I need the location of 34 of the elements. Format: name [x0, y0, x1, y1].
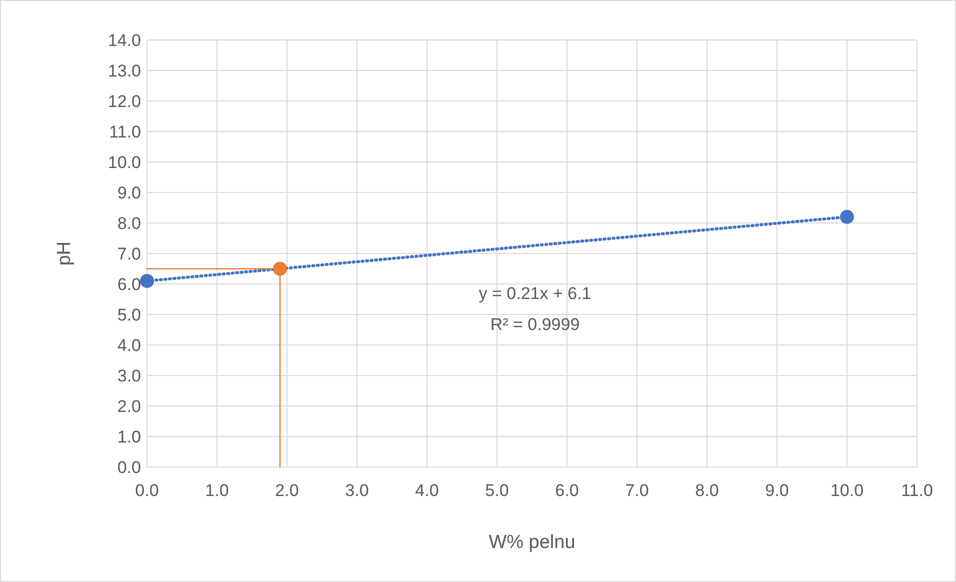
y-tick-label: 13.0 [108, 62, 141, 80]
x-tick-label: 4.0 [415, 481, 439, 500]
x-tick-label: 3.0 [345, 481, 369, 500]
point [140, 274, 154, 288]
y-tick-label: 6.0 [117, 275, 141, 294]
y-tick-label: 4.0 [117, 336, 141, 355]
x-tick-label: 11.0 [901, 481, 933, 500]
point [840, 210, 854, 224]
x-tick-label: 10.0 [830, 481, 864, 500]
point [273, 262, 287, 276]
x-tick-label: 0.0 [135, 481, 159, 500]
y-tick-label: 8.0 [117, 214, 141, 233]
x-axis-title: W% pelnu [488, 532, 576, 553]
x-tick-label: 8.0 [695, 481, 719, 500]
y-axis-title: pH [54, 241, 75, 266]
y-tick-label: 9.0 [117, 184, 141, 202]
y-tick-label: 3.0 [117, 366, 141, 386]
y-tick-label: 1.0 [117, 428, 141, 446]
y-tick-label: 7.0 [117, 244, 141, 264]
y-tick-label: 12.0 [108, 92, 141, 111]
y-tick-label: 11.0 [109, 122, 141, 142]
x-tick-label: 7.0 [625, 481, 649, 500]
x-tick-label: 1.0 [205, 481, 229, 500]
y-tick-label: 2.0 [117, 397, 141, 416]
y-tick-label: 14.0 [108, 31, 141, 50]
annotation: y = 0.21x + 6.1 [478, 284, 592, 303]
x-tick-label: 5.0 [485, 481, 509, 500]
y-tick-label: 5.0 [117, 306, 141, 324]
x-tick-label: 9.0 [765, 481, 789, 500]
x-tick-label: 6.0 [555, 481, 579, 500]
x-tick-label: 2.0 [275, 481, 299, 500]
y-tick-label: 0.0 [117, 458, 141, 477]
annotation: R² = 0.9999 [490, 315, 580, 334]
y-tick-label: 10.0 [108, 153, 141, 172]
